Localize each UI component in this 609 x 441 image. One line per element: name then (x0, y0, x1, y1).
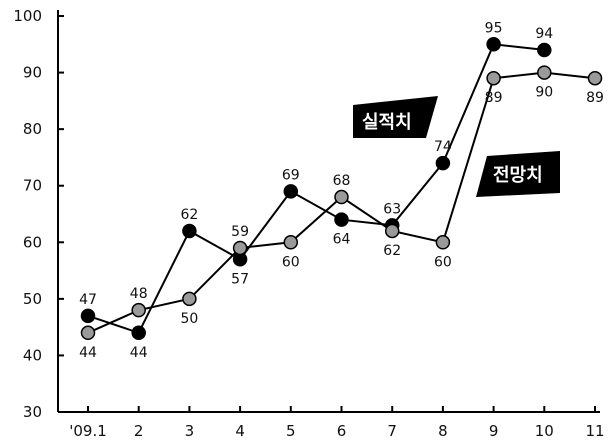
y-tick-label: 40 (23, 346, 42, 364)
data-point (537, 42, 552, 58)
data-label: 62 (383, 243, 401, 259)
data-point (80, 308, 96, 324)
x-tick-label: 10 (535, 422, 554, 440)
data-point (182, 223, 197, 239)
data-label: 90 (535, 85, 553, 101)
legend-tag-forecast-background (476, 151, 560, 197)
x-tick-label: 7 (387, 422, 397, 440)
data-label: 89 (586, 90, 604, 106)
data-label: 94 (535, 26, 553, 42)
y-tick-label: 30 (23, 403, 42, 421)
x-tick-label: 11 (585, 422, 604, 440)
data-label: 60 (434, 254, 452, 270)
data-label: 48 (130, 286, 148, 302)
y-tick-label: 50 (23, 290, 42, 308)
y-tick-label: 90 (23, 64, 42, 82)
data-label: 44 (130, 345, 148, 361)
data-point (486, 37, 501, 52)
x-tick-label: 3 (185, 422, 195, 440)
data-label: 59 (231, 224, 249, 240)
y-tick-label: 100 (13, 7, 42, 25)
data-point (334, 212, 349, 227)
data-point (334, 189, 349, 205)
legend-tag-actual-background (353, 96, 438, 138)
data-point (80, 325, 96, 341)
data-point (435, 155, 451, 171)
x-tick-label: 9 (489, 422, 499, 440)
data-label: 50 (180, 311, 198, 327)
series-line-1 (87, 43, 545, 335)
data-label: 44 (79, 345, 97, 361)
data-label: 64 (333, 232, 351, 248)
data-point (384, 223, 400, 239)
legend-tag-actual: 실적치 (353, 96, 438, 138)
data-point (537, 65, 552, 80)
y-tick-label: 80 (23, 120, 42, 138)
x-tick-label: 8 (438, 422, 448, 440)
legend-tag-forecast-label: 전망치 (493, 165, 543, 186)
data-label: 47 (79, 292, 97, 308)
data-label: 60 (282, 254, 300, 270)
x-tick-label: '09.1 (69, 422, 107, 440)
x-tick-label: 2 (134, 422, 144, 440)
data-point (131, 325, 146, 341)
data-label: 95 (485, 20, 503, 36)
legend-tag-actual-label: 실적치 (362, 112, 412, 133)
data-point (182, 291, 197, 307)
data-label: 74 (434, 139, 452, 155)
data-point (232, 240, 248, 256)
x-tick-label: 5 (286, 422, 296, 440)
data-label: 63 (383, 201, 401, 217)
data-label: 57 (231, 271, 249, 287)
data-label: 68 (333, 173, 351, 189)
data-point (283, 184, 299, 199)
x-tick-label: 6 (337, 422, 347, 440)
data-point (283, 235, 299, 250)
data-label: 89 (485, 90, 503, 106)
data-point (435, 235, 451, 250)
data-point (131, 302, 146, 318)
x-tick-label: 4 (235, 422, 245, 440)
legend-tag-forecast: 전망치 (476, 151, 560, 197)
data-label: 69 (282, 167, 300, 183)
data-label: 62 (180, 207, 198, 223)
data-labels: 47 44 62 57 69 64 63 74 95 94 44 48 50 59 60 68 62 60 89 90… (79, 20, 604, 361)
data-point (587, 70, 603, 86)
data-points (80, 37, 603, 341)
data-point (486, 70, 501, 86)
y-tick-label: 60 (23, 233, 42, 251)
y-tick-label: 70 (23, 177, 42, 195)
